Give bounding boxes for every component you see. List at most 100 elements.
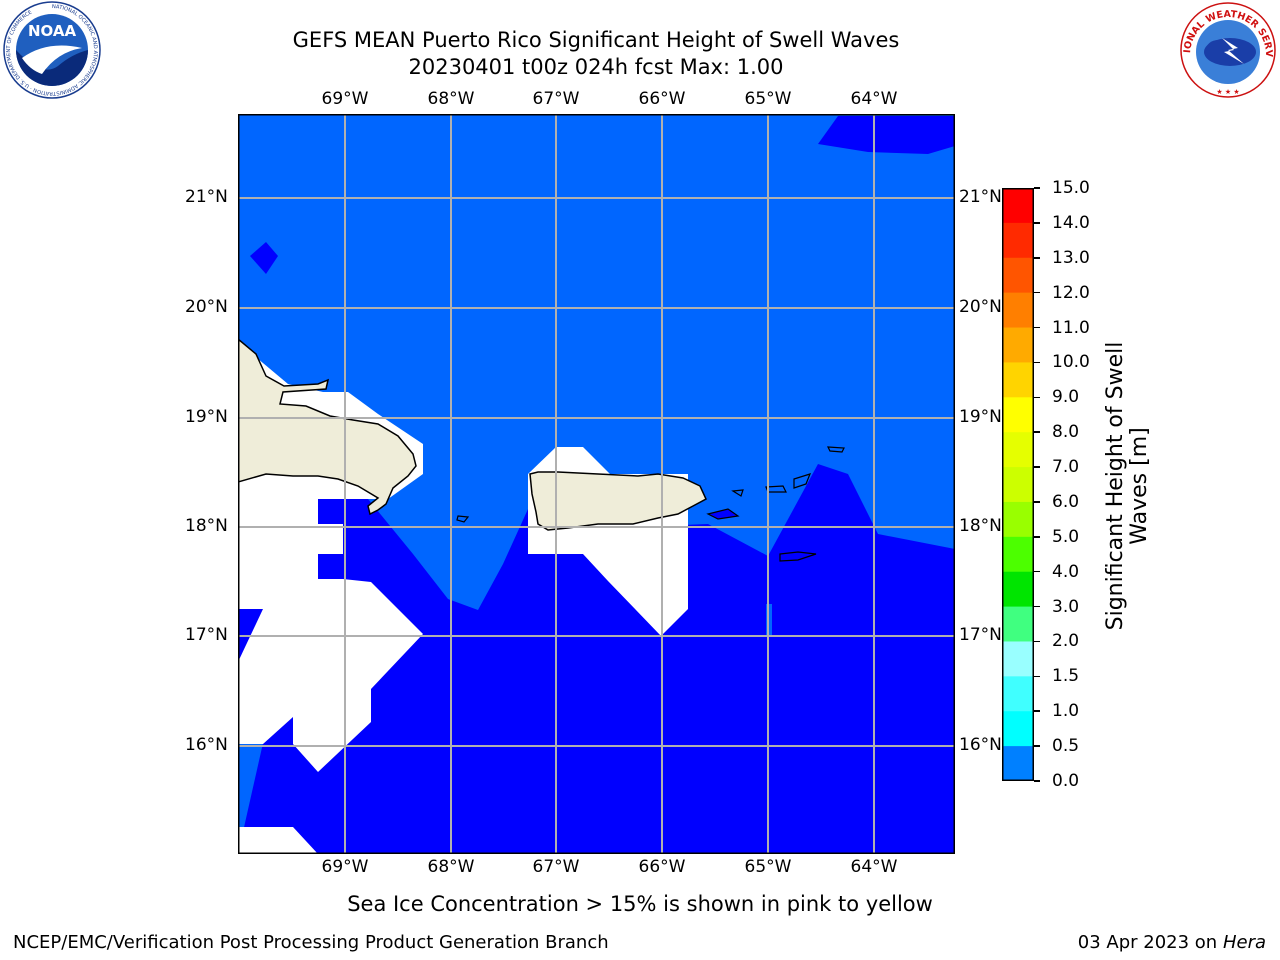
colorbar-segment: [1002, 292, 1034, 329]
colorbar-tick: [1034, 675, 1040, 678]
colorbar-tick: [1034, 745, 1040, 747]
lat-label-right: 21°N: [959, 187, 1002, 207]
colorbar-tick-label: 1.0: [1052, 701, 1080, 722]
lat-label-right: 16°N: [959, 735, 1002, 755]
colorbar-tick: [1034, 361, 1040, 364]
colorbar-tick-label: 14.0: [1052, 212, 1090, 233]
ocean-dark-field: [238, 464, 955, 854]
colorbar-tick-label: 3.0: [1052, 596, 1080, 617]
colorbar-segment: [1002, 432, 1034, 468]
colorbar-segment: [1002, 188, 1034, 224]
colorbar-tick-label: 0.5: [1052, 736, 1080, 757]
colorbar-segment: [1002, 501, 1034, 538]
colorbar-tick: [1034, 431, 1040, 433]
colorbar-tick-label: 8.0: [1052, 422, 1080, 443]
lon-label-top: 66°W: [638, 89, 686, 109]
colorbar-segment: [1002, 571, 1034, 608]
nws-logo-icon: NATIONAL WEATHER SERVICE ★ ★ ★: [1178, 0, 1276, 98]
lat-label-left: 17°N: [185, 625, 228, 645]
colorbar-segment: [1002, 711, 1034, 747]
colorbar-label-line2: Waves [m]: [1127, 427, 1152, 545]
colorbar-tick-label: 6.0: [1052, 491, 1080, 512]
colorbar-tick: [1034, 536, 1040, 538]
colorbar-tick-label: 0.0: [1052, 771, 1080, 791]
colorbar-tick: [1034, 396, 1040, 399]
footer-date-text: 03 Apr 2023 on: [1077, 932, 1223, 953]
land-hispaniola: [238, 338, 417, 516]
lon-label-top: 67°W: [532, 89, 580, 109]
map-frame: [238, 114, 955, 854]
noaa-logo-icon: NOAA NATIONAL OCEANIC AND ATMOSPHERIC AD…: [3, 1, 101, 99]
colorbar-tick: [1034, 187, 1040, 189]
colorbar-segment: [1002, 467, 1034, 503]
lat-label-left: 18°N: [185, 516, 228, 536]
lat-label-left: 20°N: [185, 297, 228, 317]
lat-label-left: 19°N: [185, 407, 228, 427]
noaa-logo-text: NOAA: [28, 22, 77, 40]
colorbar-segment: [1002, 676, 1034, 712]
colorbar-tick-label: 7.0: [1052, 457, 1080, 478]
lon-label-top: 65°W: [744, 89, 792, 109]
colorbar-tick-label: 11.0: [1052, 317, 1090, 338]
lon-label-top: 68°W: [427, 89, 475, 109]
lon-label-bottom: 69°W: [321, 857, 369, 877]
colorbar-tick-label: 13.0: [1052, 247, 1090, 268]
colorbar-segment: [1002, 257, 1034, 294]
colorbar-tick-label: 12.0: [1052, 282, 1090, 303]
colorbar-tick-label: 5.0: [1052, 526, 1080, 547]
footer-branch: NCEP/EMC/Verification Post Processing Pr…: [13, 932, 609, 953]
lon-label-bottom: 67°W: [532, 857, 580, 877]
colorbar-tick: [1034, 466, 1040, 468]
lat-label-right: 20°N: [959, 297, 1002, 317]
lat-label-right: 17°N: [959, 625, 1002, 645]
colorbar-tick: [1034, 710, 1040, 712]
colorbar-tick-label: 9.0: [1052, 387, 1080, 408]
masked-sw-corner: [238, 827, 318, 854]
colorbar-segment: [1002, 746, 1034, 781]
graticule: [238, 114, 955, 854]
colorbar-tick-label: 10.0: [1052, 352, 1090, 373]
colorbar-segment: [1002, 397, 1034, 433]
footer-date: 03 Apr 2023 on Hera: [1078, 932, 1266, 954]
colorbar-tick-label: 4.0: [1052, 561, 1080, 582]
colorbar-tick: [1034, 605, 1040, 608]
colorbar-tick: [1034, 780, 1040, 782]
colorbar-tick-label: 2.0: [1052, 631, 1080, 652]
lon-label-bottom: 64°W: [850, 857, 898, 877]
colorbar-segment: [1002, 327, 1034, 363]
map-subtitle: 20230401 t00z 024h fcst Max: 1.00: [408, 55, 784, 79]
colorbar-tick: [1034, 501, 1040, 503]
lon-label-bottom: 65°W: [744, 857, 792, 877]
lon-label-bottom: 66°W: [638, 857, 686, 877]
dark-patch-ne: [818, 116, 955, 154]
sea-ice-note: Sea Ice Concentration > 15% is shown in …: [0, 891, 1280, 917]
colorbar-tick: [1034, 640, 1040, 643]
colorbar-tick: [1034, 222, 1040, 224]
swell-height-map: [238, 114, 955, 854]
lon-label-top: 69°W: [321, 89, 369, 109]
lon-label-bottom: 68°W: [427, 857, 475, 877]
colorbar-segment: [1002, 641, 1034, 677]
lat-label-right: 19°N: [959, 407, 1002, 427]
colorbar-tick: [1034, 257, 1040, 259]
colorbar-tick-label: 15.0: [1052, 178, 1090, 198]
colorbar-tick: [1034, 570, 1040, 573]
colorbar-tick-label: 1.5: [1052, 666, 1080, 687]
dark-patch-nw: [250, 242, 278, 274]
colorbar-segment: [1002, 606, 1034, 642]
colorbar: [1002, 188, 1034, 781]
colorbar-segment: [1002, 362, 1034, 398]
colorbar-label: Significant Height of Swell Waves [m]: [1103, 336, 1164, 636]
footer-host: Hera: [1222, 932, 1266, 953]
map-title: GEFS MEAN Puerto Rico Significant Height…: [292, 28, 900, 52]
colorbar-label-line1: Significant Height of Swell: [1103, 341, 1128, 631]
colorbar-segment: [1002, 222, 1034, 259]
colorbar-tick: [1034, 291, 1040, 294]
svg-text:★ ★ ★: ★ ★ ★: [1216, 88, 1239, 96]
lat-label-right: 18°N: [959, 516, 1002, 536]
lat-label-left: 16°N: [185, 735, 228, 755]
colorbar-tick: [1034, 326, 1040, 329]
lon-label-top: 64°W: [850, 89, 898, 109]
sea-ice-note-text: Sea Ice Concentration > 15% is shown in …: [347, 892, 933, 916]
lat-label-left: 21°N: [185, 187, 228, 207]
